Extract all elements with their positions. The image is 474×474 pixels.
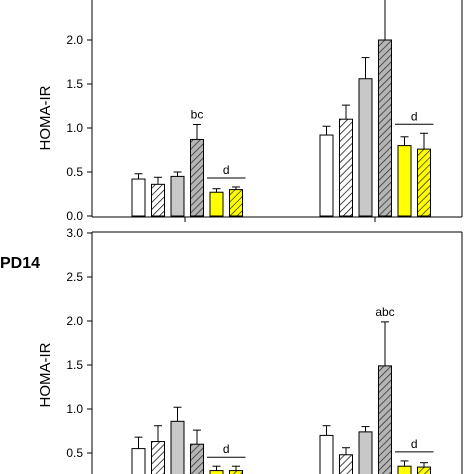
bar-yellow	[209, 470, 224, 474]
bar-yellow	[397, 465, 412, 474]
bar-yellow-hatch	[417, 148, 431, 217]
significance-label: abc	[375, 305, 394, 319]
bar-gray	[358, 431, 373, 474]
bar-white	[131, 448, 146, 474]
y-tick-label: 0.5	[66, 446, 83, 460]
panel-top-chart: 0.0 0.5 1.0 1.5 2.0 HOMA-IR bc d d	[37, 0, 463, 223]
bar-white-hatch	[339, 454, 353, 474]
bar-gray-hatch	[378, 39, 392, 217]
significance-label: bc	[191, 107, 204, 121]
y-axis-label: HOMA-IR	[37, 85, 54, 150]
y-tick-label: 2.0	[66, 33, 83, 47]
bar-gray	[170, 420, 185, 474]
bar-white-hatch	[151, 183, 165, 217]
y-tick-label: 2.0	[66, 314, 83, 328]
y-tick-label: 3.0	[66, 226, 83, 240]
significance-label: d	[223, 442, 230, 456]
bar-yellow-hatch	[417, 466, 431, 474]
bar-gray	[170, 175, 185, 217]
y-tick-label: 1.0	[66, 402, 83, 416]
bar-white	[131, 178, 146, 217]
y-tick-label: 2.5	[66, 270, 83, 284]
bar-gray-hatch	[190, 443, 204, 474]
bar-gray-hatch	[378, 365, 392, 474]
y-tick-label: 1.5	[66, 358, 83, 372]
y-tick-label: 1.0	[66, 121, 83, 135]
bar-white-hatch	[339, 118, 353, 217]
y-tick-label: 0.5	[66, 165, 83, 179]
bar-yellow-hatch	[229, 189, 243, 217]
bar-gray-hatch	[190, 138, 204, 217]
bar-gray	[358, 78, 373, 217]
panel-bottom-chart: 0.5 1.0 1.5 2.0 2.5 3.0 HOMA-IR PD14 d abc d	[0, 226, 463, 474]
y-axis-label: HOMA-IR	[37, 342, 54, 407]
significance-label: d	[223, 163, 230, 177]
panel-label: PD14	[0, 255, 40, 272]
y-tick-label: 0.0	[66, 209, 83, 223]
significance-label: d	[411, 109, 418, 123]
bar-white	[319, 434, 334, 474]
bar-yellow	[209, 191, 224, 217]
y-tick-label: 1.5	[66, 77, 83, 91]
significance-label: d	[411, 437, 418, 451]
bar-white-hatch	[151, 441, 165, 474]
bar-yellow	[397, 145, 412, 217]
bar-yellow-hatch	[229, 470, 243, 474]
bar-white	[319, 134, 334, 217]
